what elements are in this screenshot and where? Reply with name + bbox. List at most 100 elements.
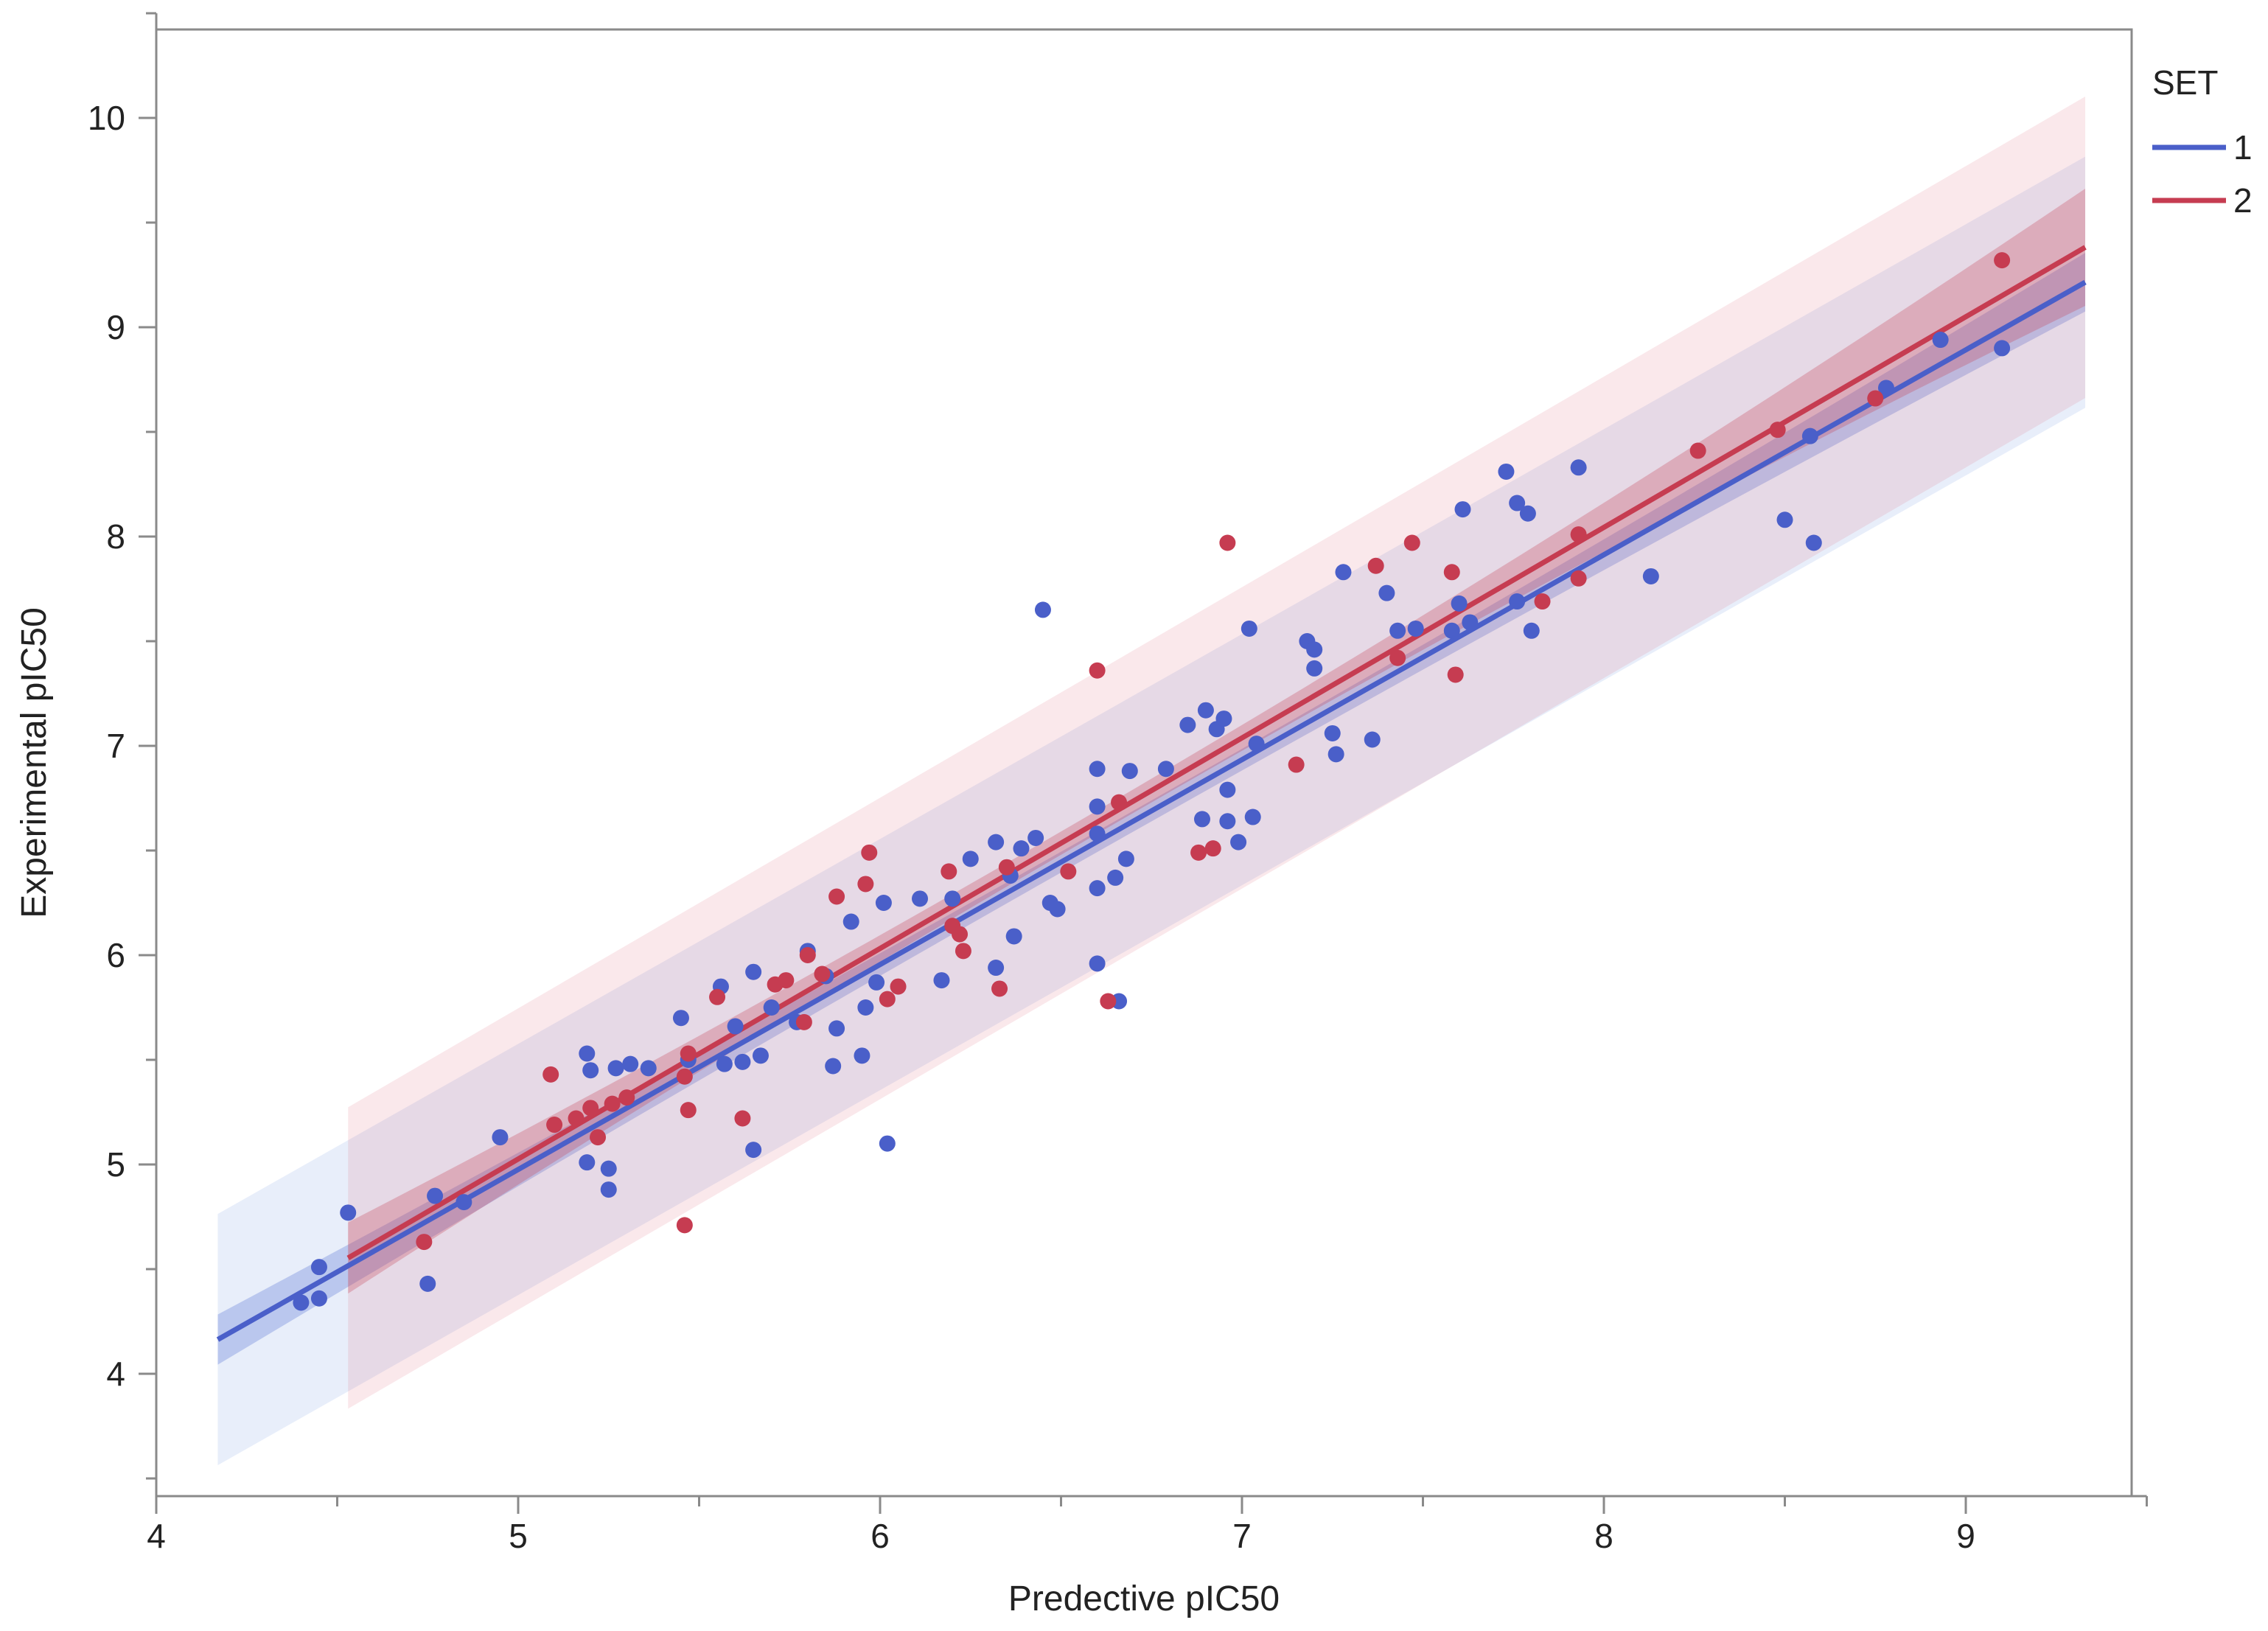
point-set-2 [955,943,971,960]
point-set-2 [604,1095,621,1112]
point-set-2 [991,980,1008,997]
point-set-1 [716,1055,733,1072]
fit-line-2 [346,245,2087,1260]
y-axis: 4 5 6 7 8 9 10 [88,12,158,1480]
point-set-1 [1157,761,1174,778]
point-set-2 [1288,756,1305,773]
point-set-2 [828,888,845,905]
point-set-2 [952,926,969,943]
point-set-1 [1089,880,1106,897]
point-set-2 [546,1117,563,1134]
point-set-1 [672,1010,689,1027]
point-set-2 [879,991,896,1007]
point-set-1 [419,1275,436,1292]
point-set-1 [988,960,1005,977]
fit-lines [216,245,2087,1342]
point-set-1 [1244,808,1261,825]
x-tick-label: 9 [1956,1517,1975,1555]
point-set-2 [814,965,831,982]
point-set-1 [1443,622,1460,639]
point-set-2 [795,1013,812,1030]
point-set-1 [1509,495,1526,511]
point-set-1 [579,1154,596,1171]
point-set-1 [1642,567,1659,584]
point-set-1 [1801,427,1818,444]
point-set-1 [745,963,762,980]
y-tick-label: 9 [106,308,125,346]
point-set-2 [857,876,874,893]
point-set-1 [1230,834,1247,851]
point-set-1 [752,1047,769,1064]
point-set-1 [1306,660,1323,677]
point-set-2 [1111,794,1128,811]
point-set-1 [1805,534,1822,551]
point-set-1 [854,1047,870,1064]
point-set-2 [998,859,1015,876]
point-set-2 [799,947,816,963]
point-set-1 [1364,731,1381,748]
point-set-1 [1306,641,1323,658]
point-set-2 [582,1100,599,1117]
point-set-1 [745,1142,762,1159]
point-set-1 [1193,811,1210,828]
point-set-1 [1241,620,1257,637]
point-set-2 [778,972,795,989]
confidence-bands [217,97,2086,1465]
point-set-1 [1117,851,1134,867]
point-set-1 [340,1204,357,1221]
point-set-1 [1462,614,1479,631]
point-set-2 [680,1045,697,1062]
point-set-1 [1932,332,1949,349]
point-set-2 [1100,993,1117,1010]
point-set-2 [676,1068,693,1085]
point-set-1 [1034,601,1051,618]
data-points [293,252,2011,1311]
point-set-1 [944,890,961,907]
point-set-1 [1219,813,1236,830]
y-tick-label: 6 [106,936,125,974]
point-set-2 [542,1066,559,1083]
point-set-1 [579,1045,596,1062]
point-set-1 [1378,584,1395,601]
point-set-1 [600,1181,617,1198]
point-set-1 [607,1060,624,1077]
point-set-1 [1089,761,1106,778]
point-set-2 [1534,593,1551,610]
point-set-2 [861,844,878,861]
point-set-1 [1498,463,1515,480]
point-set-2 [941,863,957,880]
point-set-2 [618,1089,635,1106]
point-set-1 [825,1058,842,1075]
point-set-1 [962,851,979,867]
legend-label-2: 2 [2233,181,2253,220]
point-set-1 [868,974,885,991]
point-set-1 [1121,763,1138,780]
point-set-2 [1443,564,1460,581]
point-set-1 [734,1053,751,1070]
point-set-1 [1335,564,1352,581]
y-tick-label: 10 [88,99,125,137]
point-set-1 [988,834,1005,851]
point-set-2 [1190,844,1207,861]
point-set-1 [1523,622,1540,639]
point-set-1 [727,1018,744,1035]
y-tick-label: 4 [106,1355,125,1393]
y-axis-label: Experimental pIC50 [15,607,54,918]
point-set-2 [890,978,907,995]
legend: SET 1 2 [2152,63,2253,220]
x-tick-label: 7 [1232,1517,1252,1555]
point-set-1 [293,1294,310,1311]
point-set-1 [1248,736,1265,752]
x-axis-label: Predective pIC50 [1008,1579,1280,1618]
fit-line-1 [216,279,2087,1342]
point-set-1 [492,1129,509,1146]
point-set-1 [879,1135,896,1152]
point-set-2 [1570,526,1587,543]
point-set-1 [1179,716,1196,733]
point-set-1 [1389,622,1406,639]
point-set-1 [1089,955,1106,972]
point-set-1 [1454,501,1471,518]
point-set-1 [582,1062,599,1079]
